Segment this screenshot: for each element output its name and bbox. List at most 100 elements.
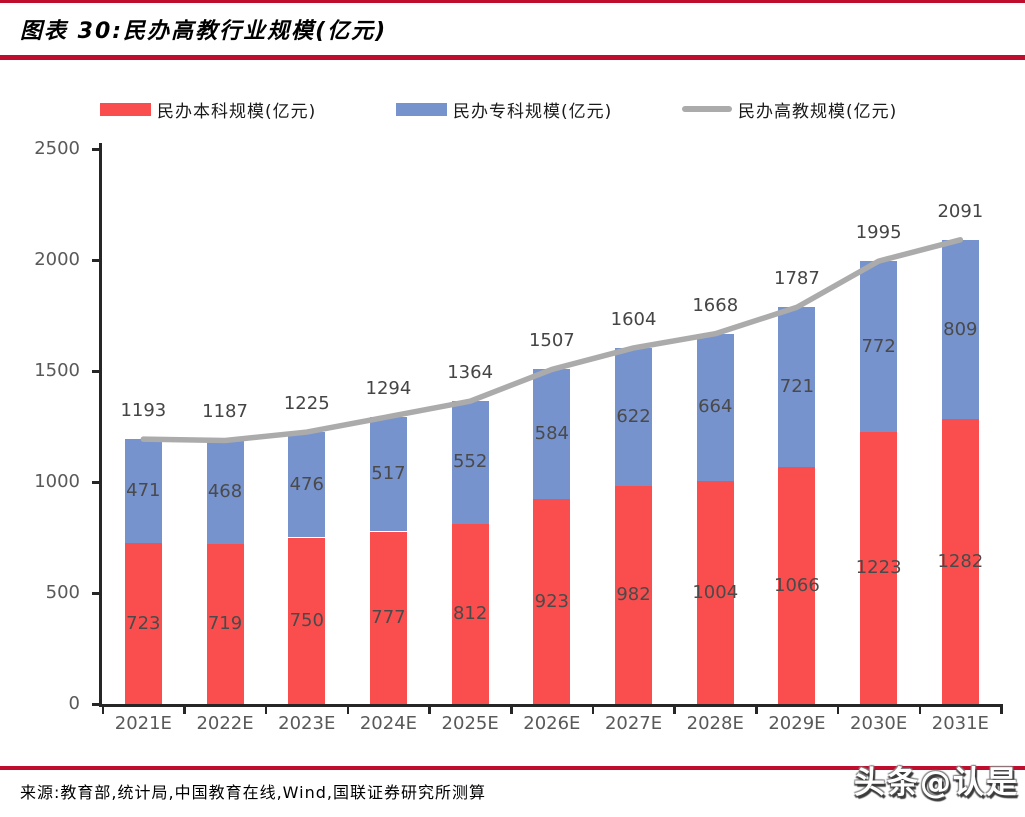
legend-swatch-blue-icon [396,102,447,116]
source-note: 来源:教育部,统计局,中国教育在线,Wind,国联证券研究所测算 [20,783,486,802]
legend-item-benke: 民办本科规模(亿元) [100,96,316,122]
x-axis-tickmark [510,706,513,714]
benke-value-label: 1223 [855,557,902,579]
total-value-label: 1787 [774,268,820,290]
total-value-label: 1668 [692,294,739,316]
total-value-label: 1604 [610,308,657,330]
y-axis-tick-label: 0 [68,693,80,714]
bar-segment-benke [941,419,979,704]
y-axis-tick-label: 1500 [34,360,80,381]
plot-x-axis [99,704,1004,707]
x-axis-category-label: 2025E [441,713,499,734]
zhuanke-value-label: 622 [616,405,651,427]
title-underline-rule [0,55,1025,60]
benke-value-label: 1066 [774,574,820,596]
x-axis-tickmark [918,706,921,714]
bar-segment-zhuanke [206,440,244,545]
total-value-label: 1294 [365,377,412,399]
watermark-toutiao: 头条@认是 [854,765,1019,801]
total-value-label: 1364 [447,362,494,384]
bar-segment-benke [124,543,162,704]
y-axis-tickmark [92,592,100,595]
top-accent-rule [0,0,1025,3]
y-axis-tickmark [92,481,100,484]
y-axis-tickmark [92,370,100,373]
plot-y-axis [99,143,102,707]
zhuanke-value-label: 809 [943,318,978,340]
total-value-label: 1995 [855,222,902,244]
bar-segment-benke [778,467,816,704]
legend-item-zhuanke: 民办专科规模(亿元) [396,96,612,122]
x-axis-tickmark [428,706,431,714]
bar-segment-benke [451,523,489,704]
benke-value-label: 719 [207,613,243,635]
legend-label: 民办专科规模(亿元) [453,101,613,122]
benke-value-label: 982 [616,583,651,605]
x-axis-category-label: 2027E [604,713,663,734]
footer-accent-rule [0,766,1025,770]
legend-label: 民办本科规模(亿元) [157,101,317,122]
x-axis-tickmark [101,706,104,714]
x-axis-category-label: 2029E [768,713,826,734]
bar-segment-benke [533,499,571,704]
x-axis-tickmark [673,706,676,714]
zhuanke-value-label: 476 [289,473,324,495]
bar-segment-benke [369,531,407,704]
legend-label: 民办高教规模(亿元) [738,101,898,122]
legend-swatch-red-icon [100,102,151,116]
benke-value-label: 923 [534,590,570,612]
zhuanke-value-label: 552 [452,451,488,473]
x-axis-tickmark [591,706,595,714]
benke-value-label: 750 [289,609,324,631]
zhuanke-value-label: 517 [371,463,406,485]
benke-value-label: 812 [452,602,488,624]
bar-segment-zhuanke [288,431,326,538]
x-axis-tickmark [755,706,758,714]
bar-segment-benke [206,544,244,704]
zhuanke-value-label: 468 [207,481,243,503]
bar-segment-benke [696,481,734,704]
benke-value-label: 723 [126,612,161,634]
bar-segment-benke [615,485,653,704]
x-axis-tickmark [836,706,840,714]
y-axis-tick-label: 2500 [34,138,80,159]
x-axis-category-label: 2028E [686,713,744,734]
x-axis-tickmark [1000,706,1003,714]
benke-value-label: 777 [371,606,406,628]
total-value-label: 2091 [937,200,984,222]
x-axis-category-label: 2023E [278,713,336,734]
bar-segment-zhuanke [124,438,162,544]
y-axis-tick-label: 2000 [34,249,80,270]
x-axis-category-label: 2026E [523,713,581,734]
zhuanke-value-label: 772 [861,335,896,357]
bar-segment-benke [860,432,898,704]
x-axis-category-label: 2021E [114,713,172,734]
benke-value-label: 1004 [692,581,739,603]
x-axis-category-label: 2030E [850,713,908,734]
x-axis-tickmark [346,706,350,714]
total-value-label: 1193 [120,400,167,422]
y-axis-tickmark [92,703,100,706]
x-axis-category-label: 2024E [359,713,418,734]
total-value-label: 1187 [202,401,248,423]
zhuanke-value-label: 471 [126,480,161,502]
y-axis-tick-label: 1000 [34,471,80,492]
bar-segment-benke [288,537,326,704]
y-axis-tickmark [92,259,100,262]
y-axis-tick-label: 500 [45,582,80,603]
x-axis-tickmark [183,706,186,714]
chart-title: 图表 30:民办高教行业规模(亿元) [20,19,388,44]
legend-item-gaojiao: 民办高教规模(亿元) [682,96,897,122]
zhuanke-value-label: 721 [779,376,815,398]
zhuanke-value-label: 664 [698,396,733,418]
y-axis-tickmark [92,148,100,151]
benke-value-label: 1282 [937,550,984,572]
zhuanke-value-label: 584 [534,423,570,445]
x-axis-category-label: 2031E [931,713,989,734]
legend-swatch-grayline-icon [682,106,732,112]
x-axis-tickmark [264,706,268,714]
x-axis-category-label: 2022E [196,713,254,734]
total-value-label: 1225 [283,393,330,415]
total-value-label: 1507 [528,330,575,352]
